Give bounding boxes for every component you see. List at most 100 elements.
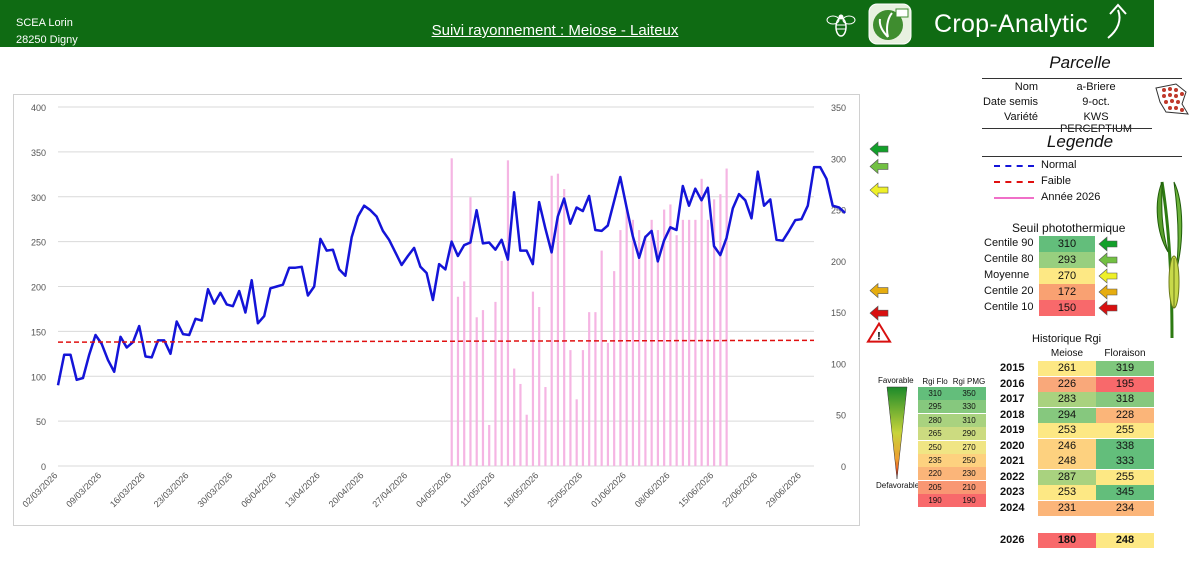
hist-current-year: 2026 bbox=[1000, 534, 1025, 546]
bar-2026 bbox=[631, 219, 635, 466]
hist-meiose: 294 bbox=[1038, 407, 1096, 423]
hist-meiose: 253 bbox=[1038, 485, 1096, 500]
bar-2026 bbox=[638, 230, 641, 466]
x-tick: 16/03/2026 bbox=[108, 470, 147, 509]
bar-2026 bbox=[450, 158, 453, 466]
scale-cell: 250 bbox=[952, 454, 986, 467]
y-tick-left: 100 bbox=[31, 372, 46, 382]
hist-meiose: 287 bbox=[1038, 469, 1096, 485]
scale-header: Rgi PMG bbox=[952, 377, 986, 386]
bar-2026 bbox=[594, 312, 597, 466]
hist-current-meiose: 180 bbox=[1038, 533, 1096, 548]
bar-2026 bbox=[506, 160, 510, 466]
crop-logo-icon bbox=[868, 3, 912, 45]
bar-2026 bbox=[550, 175, 553, 467]
wheat-icon bbox=[1156, 181, 1183, 339]
hist-floraison: 228 bbox=[1096, 407, 1154, 423]
x-tick: 01/06/2026 bbox=[589, 470, 628, 509]
seuil-title: Seuil photothermique bbox=[1012, 221, 1126, 235]
bar-2026 bbox=[656, 230, 660, 466]
scale-cell: 290 bbox=[952, 427, 986, 441]
hist-meiose: 253 bbox=[1038, 423, 1096, 438]
hist-meiose: 248 bbox=[1038, 454, 1096, 469]
seuil-arrow-icon bbox=[1098, 284, 1118, 300]
x-tick: 27/04/2026 bbox=[370, 470, 409, 509]
bar-2026 bbox=[625, 209, 628, 467]
bar-2026 bbox=[706, 219, 709, 466]
bar-2026 bbox=[713, 199, 716, 467]
bar-2026 bbox=[556, 173, 560, 466]
bar-2026 bbox=[525, 414, 528, 466]
x-tick: 13/04/2026 bbox=[283, 470, 322, 509]
bee-icon bbox=[826, 14, 856, 37]
bar-2026 bbox=[700, 178, 703, 467]
bar-2026 bbox=[513, 368, 516, 466]
scale-cell: 270 bbox=[952, 440, 986, 454]
hist-current-floraison: 248 bbox=[1096, 533, 1154, 548]
hist-year: 2015 bbox=[1000, 362, 1025, 374]
legend-swatch bbox=[994, 165, 1034, 167]
parcelle-value: KWS PERCEPTIUM bbox=[1059, 111, 1133, 135]
y-tick-right: 300 bbox=[831, 154, 846, 164]
x-tick: 30/03/2026 bbox=[195, 470, 234, 509]
threshold-arrow-icon bbox=[869, 141, 889, 157]
normal-line bbox=[56, 165, 847, 386]
bar-2026 bbox=[606, 342, 610, 466]
y-tick-right: 50 bbox=[836, 411, 846, 421]
bar-2026 bbox=[650, 219, 653, 466]
hist-year: 2020 bbox=[1000, 439, 1025, 452]
seuil-label: Centile 80 bbox=[984, 253, 1034, 265]
x-tick: 15/06/2026 bbox=[677, 470, 716, 509]
bar-2026 bbox=[563, 189, 566, 467]
y-tick-right: 200 bbox=[831, 257, 846, 267]
y-tick-left: 150 bbox=[31, 327, 46, 337]
bar-2026 bbox=[644, 235, 647, 466]
hist-meiose: 231 bbox=[1038, 500, 1096, 516]
bar-2026 bbox=[588, 312, 591, 466]
hist-year: 2017 bbox=[1000, 393, 1025, 405]
legende-title: Legende bbox=[1046, 132, 1114, 151]
bar-2026 bbox=[469, 197, 472, 466]
bar-2026 bbox=[463, 281, 466, 466]
page-title: Suivi rayonnement : Meiose - Laiteux bbox=[431, 22, 679, 39]
seuil-arrow-icon bbox=[1098, 300, 1118, 316]
scale-cell: 310 bbox=[918, 387, 952, 400]
bar-2026 bbox=[619, 230, 622, 466]
parcelle-value: 9-oct. bbox=[1082, 96, 1110, 108]
scale-cell: 190 bbox=[918, 494, 952, 508]
scale-cell: 295 bbox=[918, 400, 952, 414]
y-tick-left: 200 bbox=[31, 283, 46, 293]
scale-cell: 310 bbox=[952, 413, 986, 427]
hist-floraison: 195 bbox=[1096, 376, 1154, 392]
hist-year: 2019 bbox=[1000, 424, 1025, 436]
scale-cell: 220 bbox=[918, 467, 952, 481]
scale-cell: 350 bbox=[952, 387, 986, 400]
threshold-arrows: ! bbox=[866, 141, 892, 343]
parcelle-title: Parcelle bbox=[1049, 53, 1111, 72]
y-tick-left: 350 bbox=[31, 148, 46, 158]
x-tick: 09/03/2026 bbox=[64, 470, 103, 509]
x-tick: 23/03/2026 bbox=[152, 470, 191, 509]
legend-swatch bbox=[994, 197, 1034, 199]
x-tick: 06/04/2026 bbox=[239, 470, 278, 509]
curved-arrow-icon bbox=[1107, 3, 1127, 39]
bar-2026 bbox=[694, 219, 697, 466]
bar-2026 bbox=[681, 219, 684, 466]
warning-icon: ! bbox=[866, 321, 892, 343]
scale-cell: 230 bbox=[952, 467, 986, 481]
bar-2026 bbox=[688, 219, 691, 466]
parcelle-label: Variété bbox=[1003, 111, 1038, 123]
hist-floraison: 319 bbox=[1096, 361, 1154, 376]
bar-2026 bbox=[569, 350, 572, 466]
scale-cell: 190 bbox=[952, 494, 986, 508]
parcelle-value: a-Briere bbox=[1076, 81, 1116, 93]
scale-cell: 210 bbox=[952, 480, 986, 494]
seuil-label: Centile 20 bbox=[984, 285, 1034, 297]
seuil-arrow-icon bbox=[1098, 268, 1118, 284]
legend-label: Année 2026 bbox=[1041, 191, 1101, 203]
threshold-arrow-icon bbox=[869, 158, 889, 175]
y-tick-right: 350 bbox=[831, 103, 846, 113]
favorable-label: Favorable bbox=[878, 376, 914, 385]
hist-floraison: 255 bbox=[1096, 423, 1154, 438]
map-icon bbox=[1155, 83, 1189, 115]
